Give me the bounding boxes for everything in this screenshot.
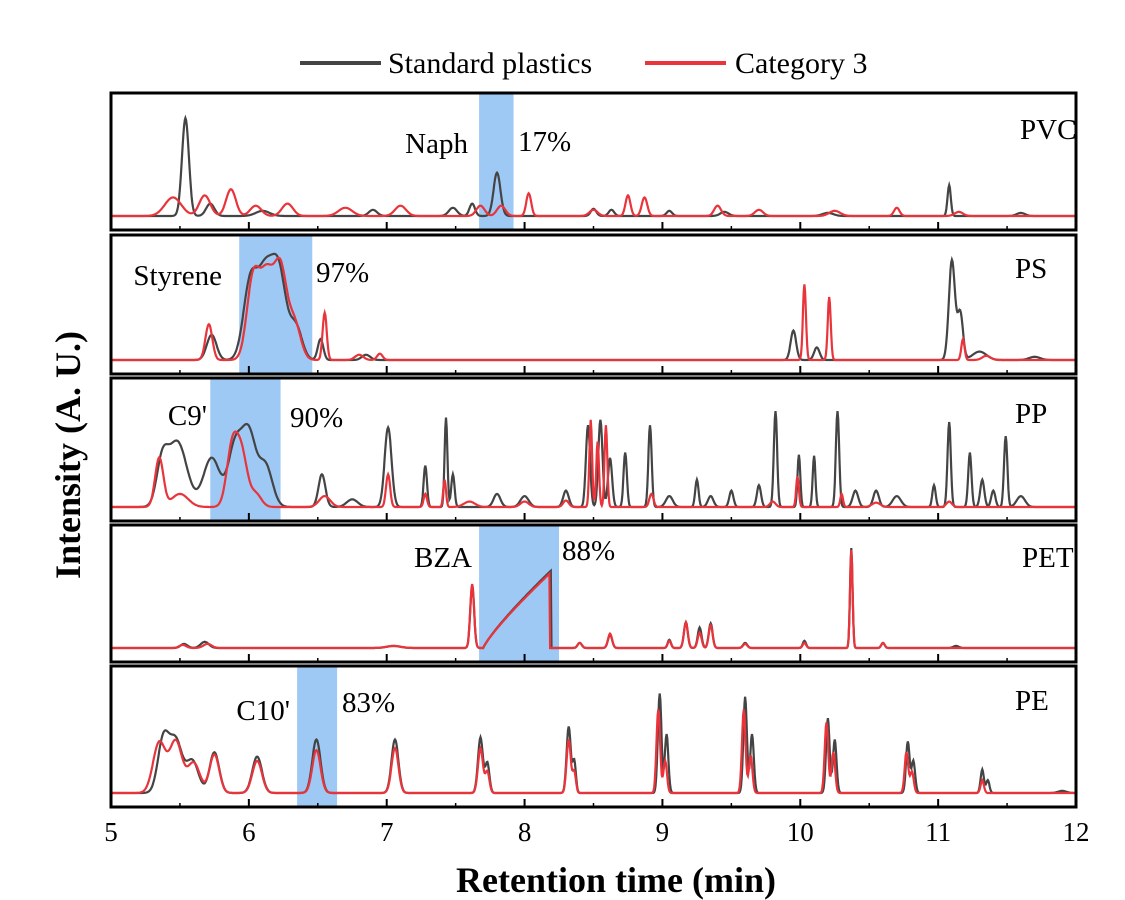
x-axis: 5 6 7 8 9 10 11 12 bbox=[104, 817, 1089, 847]
panel-pp: PP C9' 90% bbox=[109, 376, 1078, 523]
percent-label: 97% bbox=[316, 257, 369, 289]
compound-label: C9' bbox=[168, 400, 207, 432]
panel-label: PET bbox=[1022, 542, 1074, 574]
series-line-standard-plastics bbox=[111, 114, 1076, 218]
x-tick-label: 5 bbox=[104, 817, 118, 847]
legend-label-standard-plastics: Standard plastics bbox=[388, 47, 592, 80]
series-line-category-3 bbox=[111, 709, 1076, 795]
x-tick-label: 11 bbox=[925, 817, 951, 847]
highlight-band bbox=[239, 236, 313, 373]
panel-frame bbox=[109, 664, 1078, 809]
x-tick-label: 9 bbox=[656, 817, 670, 847]
y-axis-title: Intensity (A. U.) bbox=[48, 331, 88, 579]
panel-label: PP bbox=[1015, 398, 1047, 430]
percent-label: 83% bbox=[342, 687, 395, 719]
panel-label: PE bbox=[1015, 685, 1049, 717]
panel-pvc: PVC Naph 17% bbox=[109, 91, 1078, 232]
x-tick-label: 6 bbox=[242, 817, 256, 847]
compound-label: Styrene bbox=[133, 260, 222, 292]
panel-label: PS bbox=[1015, 253, 1047, 285]
series-line-category-3 bbox=[111, 188, 1076, 218]
compound-label: Naph bbox=[405, 128, 468, 160]
series-line-category-3 bbox=[111, 419, 1076, 509]
compound-label: BZA bbox=[414, 542, 472, 574]
percent-label: 88% bbox=[562, 535, 615, 567]
highlight-band bbox=[479, 526, 560, 661]
percent-label: 90% bbox=[290, 402, 343, 434]
series-line-category-3 bbox=[111, 256, 1076, 362]
compound-label: C10' bbox=[236, 695, 290, 727]
percent-label: 17% bbox=[518, 126, 571, 158]
x-tick-label: 7 bbox=[380, 817, 394, 847]
legend-label-category-3: Category 3 bbox=[735, 47, 867, 80]
panel-pe: PE C10' 83% bbox=[109, 664, 1078, 809]
panel-ps: PS Styrene 97% bbox=[109, 233, 1078, 376]
legend: Standard plastics Category 3 bbox=[300, 47, 867, 80]
panel-pet: PET BZA 88% bbox=[109, 523, 1078, 664]
highlight-band bbox=[479, 94, 514, 229]
x-tick-label: 12 bbox=[1063, 817, 1090, 847]
x-axis-title: Retention time (min) bbox=[456, 860, 776, 900]
panel-label: PVC bbox=[1020, 114, 1076, 146]
series-line-category-3 bbox=[111, 550, 1076, 650]
highlight-band bbox=[297, 667, 338, 806]
x-tick-label: 8 bbox=[518, 817, 532, 847]
x-tick-label: 10 bbox=[787, 817, 814, 847]
